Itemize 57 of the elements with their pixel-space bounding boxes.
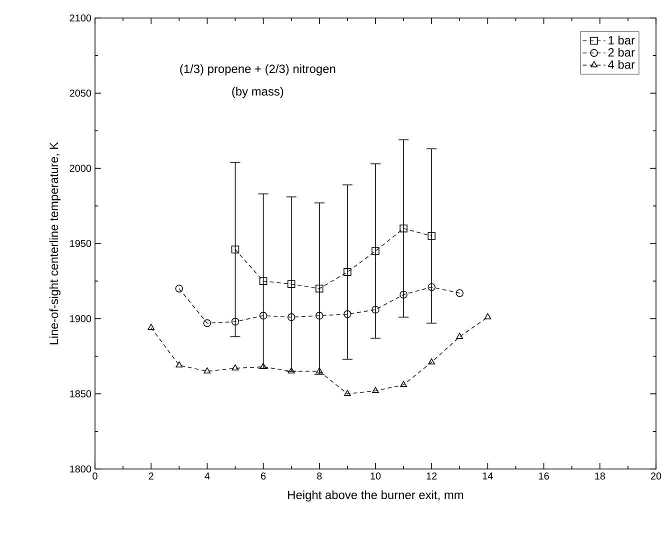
- point: [259, 277, 268, 285]
- point: [316, 284, 324, 292]
- x-tick-label: 6: [261, 472, 266, 480]
- annotation: (1/3) propene + (2/3) nitrogen: [180, 64, 336, 76]
- legend-label: 1 bar: [608, 36, 635, 44]
- annotation: (by mass): [232, 86, 284, 98]
- point: [204, 367, 211, 374]
- point: [175, 284, 184, 292]
- x-tick-label: 10: [370, 472, 381, 480]
- point: [428, 283, 436, 291]
- point: [400, 380, 407, 387]
- x-tick-label: 12: [426, 472, 437, 480]
- point: [288, 367, 295, 374]
- point: [287, 280, 296, 288]
- legend-label: 2 bar: [608, 48, 635, 57]
- y-tick-label: 2100: [70, 14, 92, 22]
- point: [400, 290, 408, 298]
- x-tick-label: 8: [317, 472, 322, 480]
- y-tick-label: 2050: [70, 90, 92, 97]
- point: [259, 312, 268, 320]
- point: [400, 224, 408, 232]
- point: [176, 361, 183, 368]
- point: [372, 386, 379, 393]
- point: [344, 310, 352, 318]
- x-tick-label: 16: [539, 472, 549, 480]
- point: [372, 306, 380, 314]
- point: [203, 319, 212, 328]
- x-tick-label: 4: [204, 472, 210, 480]
- point: [231, 318, 240, 326]
- point: [316, 367, 323, 374]
- point: [344, 268, 352, 276]
- point: [287, 313, 296, 322]
- x-axis-title: Height above the burner exit, mm: [288, 490, 464, 502]
- point: [456, 332, 464, 339]
- x-tick-label: 0: [92, 472, 98, 480]
- point: [484, 313, 492, 320]
- x-tick-label: 14: [482, 472, 493, 480]
- y-tick-label: 2000: [70, 164, 92, 172]
- y-tick-label: 1950: [70, 240, 92, 248]
- point: [428, 358, 436, 364]
- point: [456, 289, 464, 297]
- point: [231, 246, 240, 254]
- y-tick-label: 1900: [70, 315, 92, 322]
- legend-label: 4 bar: [608, 60, 635, 69]
- point: [148, 324, 155, 330]
- point: [316, 312, 324, 320]
- point: [232, 364, 239, 370]
- x-tick-label: 18: [595, 472, 606, 480]
- point: [260, 362, 267, 369]
- y-tick-label: 1800: [70, 465, 92, 473]
- point: [428, 232, 436, 240]
- point: [372, 247, 380, 255]
- x-tick-label: 20: [650, 472, 662, 480]
- x-tick-label: 2: [148, 472, 154, 480]
- point: [344, 390, 351, 396]
- y-axis-title: Line-of-sight centerline temperature, K: [49, 142, 60, 344]
- y-tick-label: 1850: [70, 390, 92, 398]
